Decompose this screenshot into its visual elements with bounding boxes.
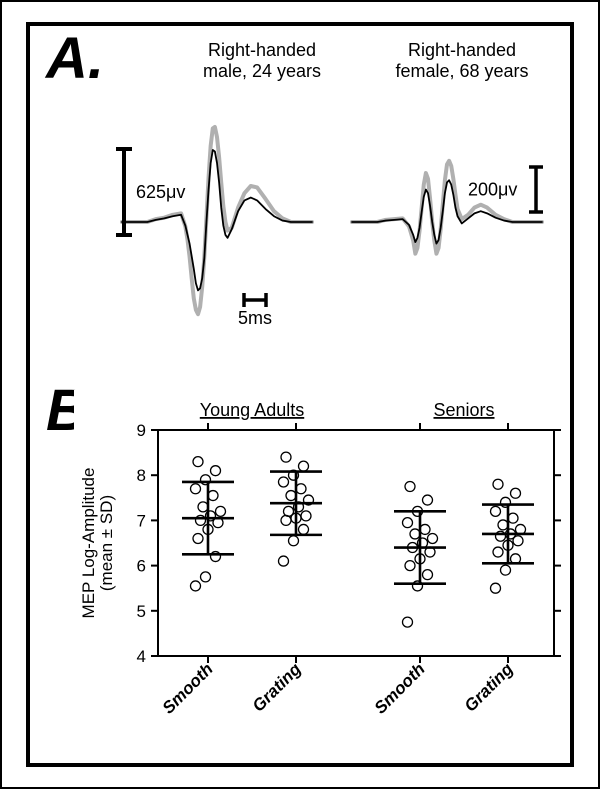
ytick-label: 5 — [137, 602, 146, 621]
ytick-label: 7 — [137, 511, 146, 530]
ytick-label: 4 — [137, 647, 146, 666]
figure-page: A. B. Right-handedmale, 24 years Right-h… — [0, 0, 600, 789]
panel-a-waveforms: 625μv 200μv 5ms — [102, 92, 562, 332]
panel-b-scatter: 456789Young AdultsSeniorsMEP Log-Amplitu… — [74, 390, 564, 746]
ytick-label: 6 — [137, 557, 146, 576]
ytick-label: 8 — [137, 466, 146, 485]
ytick-label: 9 — [137, 421, 146, 440]
scalebar-time — [244, 293, 266, 307]
trace-right-grating — [352, 161, 542, 254]
group-label-young: Young Adults — [200, 400, 304, 420]
scalebar-left-amp-label: 625μv — [136, 182, 185, 202]
scalebar-right-amp — [529, 167, 543, 212]
panel-a-title-right: Right-handedfemale, 68 years — [372, 40, 552, 81]
panel-a-label: A. — [46, 30, 104, 88]
panel-a-title-left: Right-handedmale, 24 years — [172, 40, 352, 81]
scalebar-time-label: 5ms — [238, 308, 272, 328]
scalebar-right-amp-label: 200μv — [468, 180, 517, 200]
group-label-seniors: Seniors — [433, 400, 494, 420]
